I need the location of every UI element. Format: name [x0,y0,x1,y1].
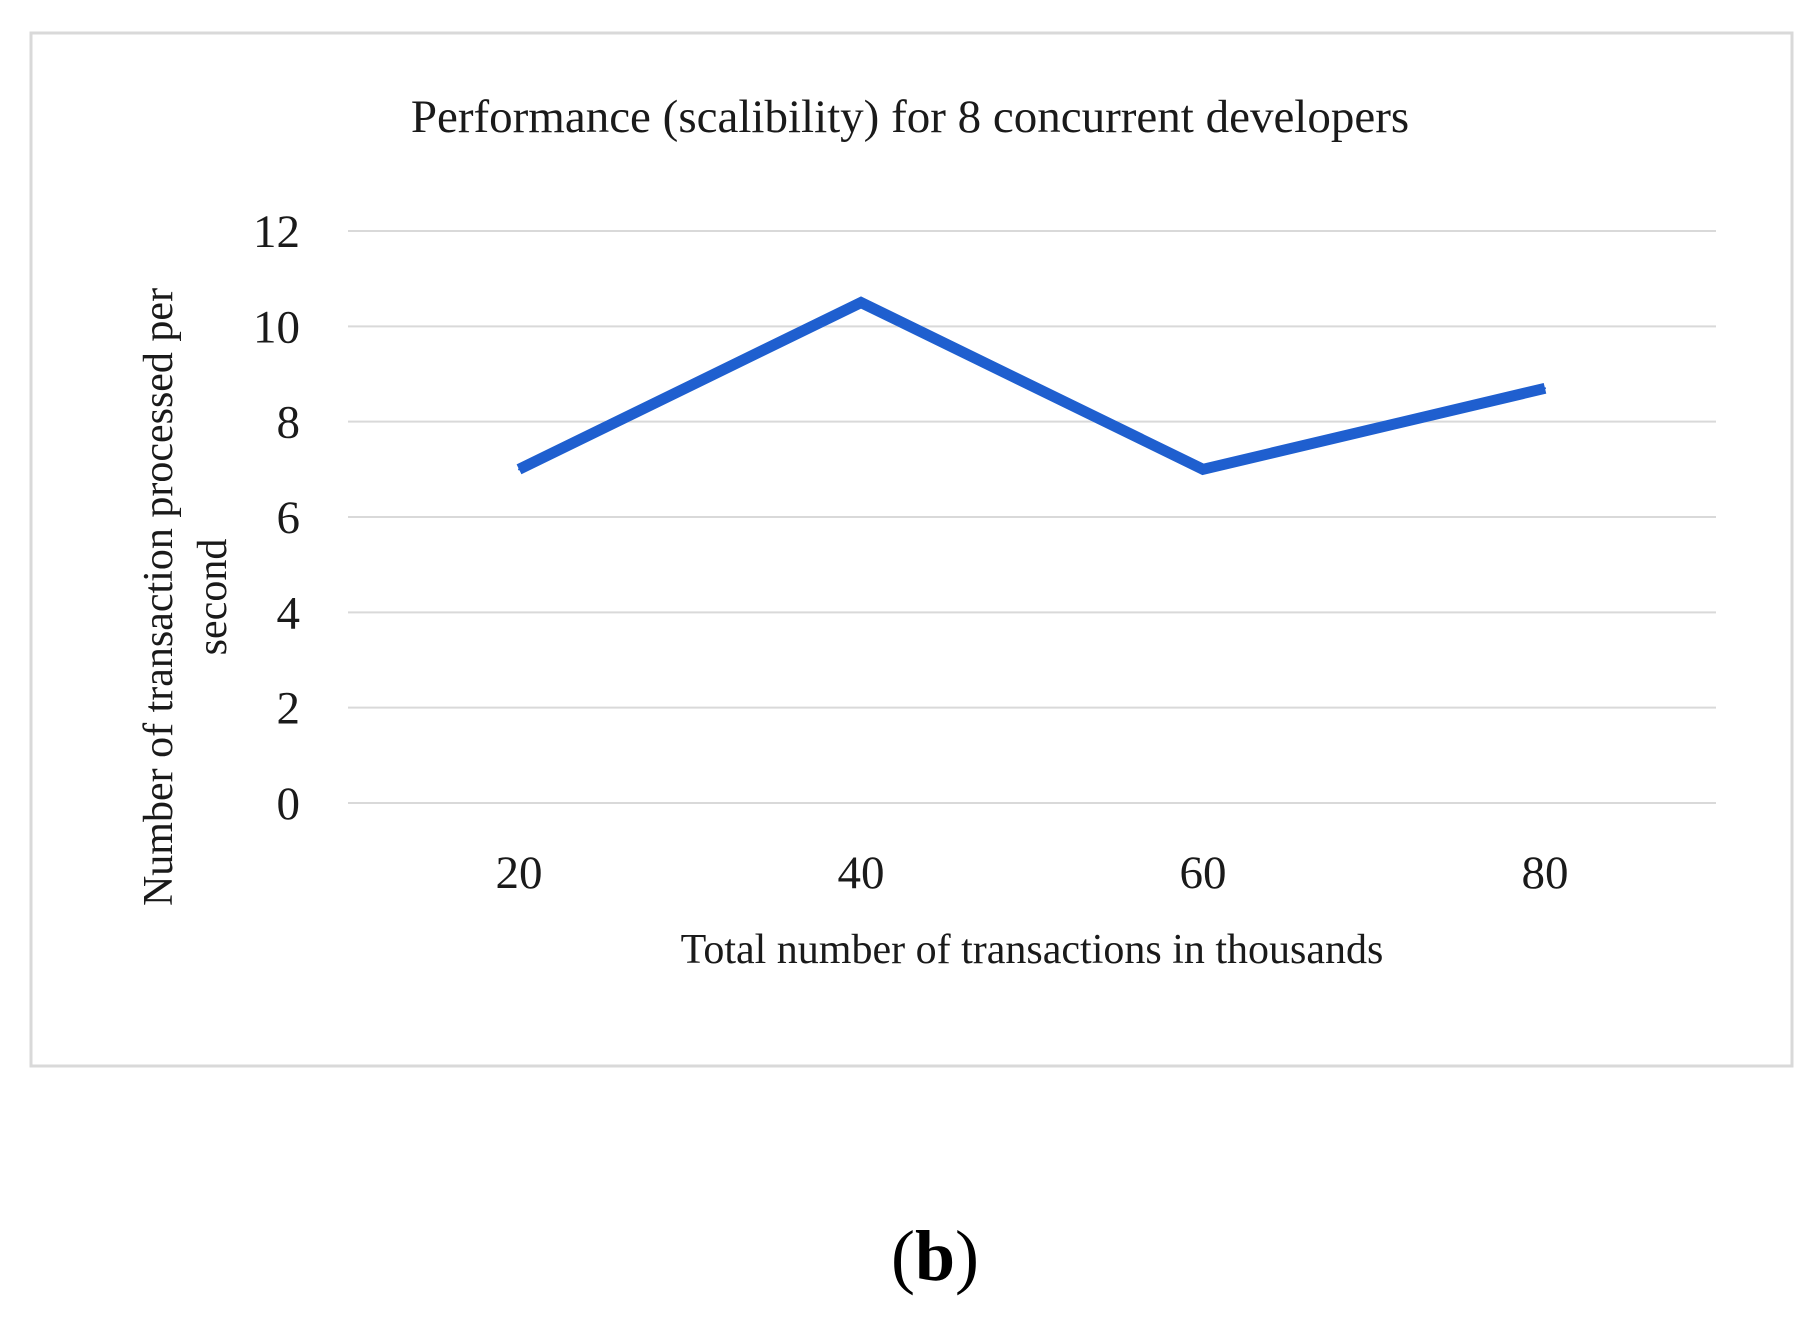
y-tick-label-8: 8 [277,397,301,449]
gridlines [348,230,1716,804]
series-line-0 [516,296,1547,476]
y-tick-label-12: 12 [253,206,300,258]
data-point-80 [1544,387,1546,390]
y-tick-label-6: 6 [277,492,301,544]
x-tick-label-60: 60 [1180,847,1227,899]
x-tick-labels: 20 40 60 80 [496,847,1569,899]
y-axis-label-line-1: Number of transaction processed per [136,288,182,906]
caption-close-paren: ) [955,1216,979,1296]
y-axis-label-line-2: second [190,539,236,656]
y-tick-label-4: 4 [277,587,301,639]
x-tick-label-80: 80 [1522,847,1569,899]
caption-open-paren: ( [891,1216,915,1296]
caption-letter: b [915,1216,955,1296]
x-axis-label: Total number of transactions in thousand… [681,927,1384,973]
y-tick-label-10: 10 [253,301,300,353]
figure-caption: (b) [891,1216,979,1296]
series-layer [516,296,1547,476]
chart-title: Performance (scalibility) for 8 concurre… [411,91,1409,143]
chart-frame [29,31,1794,1068]
x-tick-label-40: 40 [838,847,885,899]
y-axis-label: Number of transaction processed per seco… [136,288,236,906]
y-tick-labels: 0 2 4 6 8 10 12 [253,206,300,830]
data-point-20 [518,468,520,471]
y-tick-label-0: 0 [277,778,301,830]
y-tick-label-2: 2 [277,683,301,735]
data-point-40 [860,301,862,304]
data-point-60 [1202,468,1204,471]
x-tick-label-20: 20 [496,847,543,899]
